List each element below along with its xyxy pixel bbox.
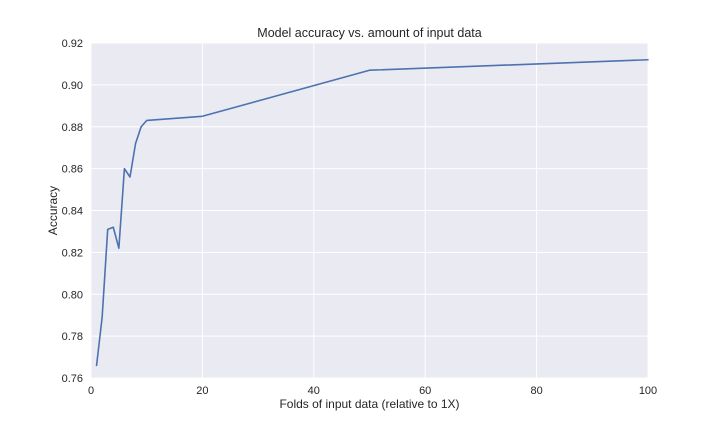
- y-tick-label: 0.84: [62, 206, 83, 218]
- y-tick-label: 0.76: [62, 373, 83, 385]
- x-tick-label: 80: [530, 385, 542, 397]
- y-tick-label: 0.82: [62, 247, 83, 259]
- series-layer: [95, 58, 649, 367]
- y-tick-label: 0.90: [62, 80, 83, 92]
- x-tick-label: 20: [196, 385, 208, 397]
- x-tick-labels: 0 20 40 60 80 100: [88, 385, 657, 397]
- y-axis-label: Accuracy: [46, 186, 60, 235]
- y-gridlines: [91, 42, 648, 379]
- x-tick-label: 40: [308, 385, 320, 397]
- x-tick-label: 60: [419, 385, 431, 397]
- x-axis-label: Folds of input data (relative to 1X): [279, 397, 459, 411]
- y-tick-label: 0.86: [62, 164, 83, 176]
- y-tick-label: 0.80: [62, 289, 83, 301]
- y-tick-label: 0.88: [62, 122, 83, 134]
- y-tick-label: 0.92: [62, 38, 83, 50]
- series-line: [95, 58, 649, 367]
- y-tick-label: 0.78: [62, 331, 83, 343]
- x-tick-label: 0: [88, 385, 94, 397]
- y-tick-labels: 0.76 0.78 0.80 0.82 0.84 0.86 0.88 0.90 0.92: [62, 38, 83, 385]
- chart-title: Model accuracy vs. amount of input data: [257, 26, 481, 40]
- x-tick-label: 100: [639, 385, 657, 397]
